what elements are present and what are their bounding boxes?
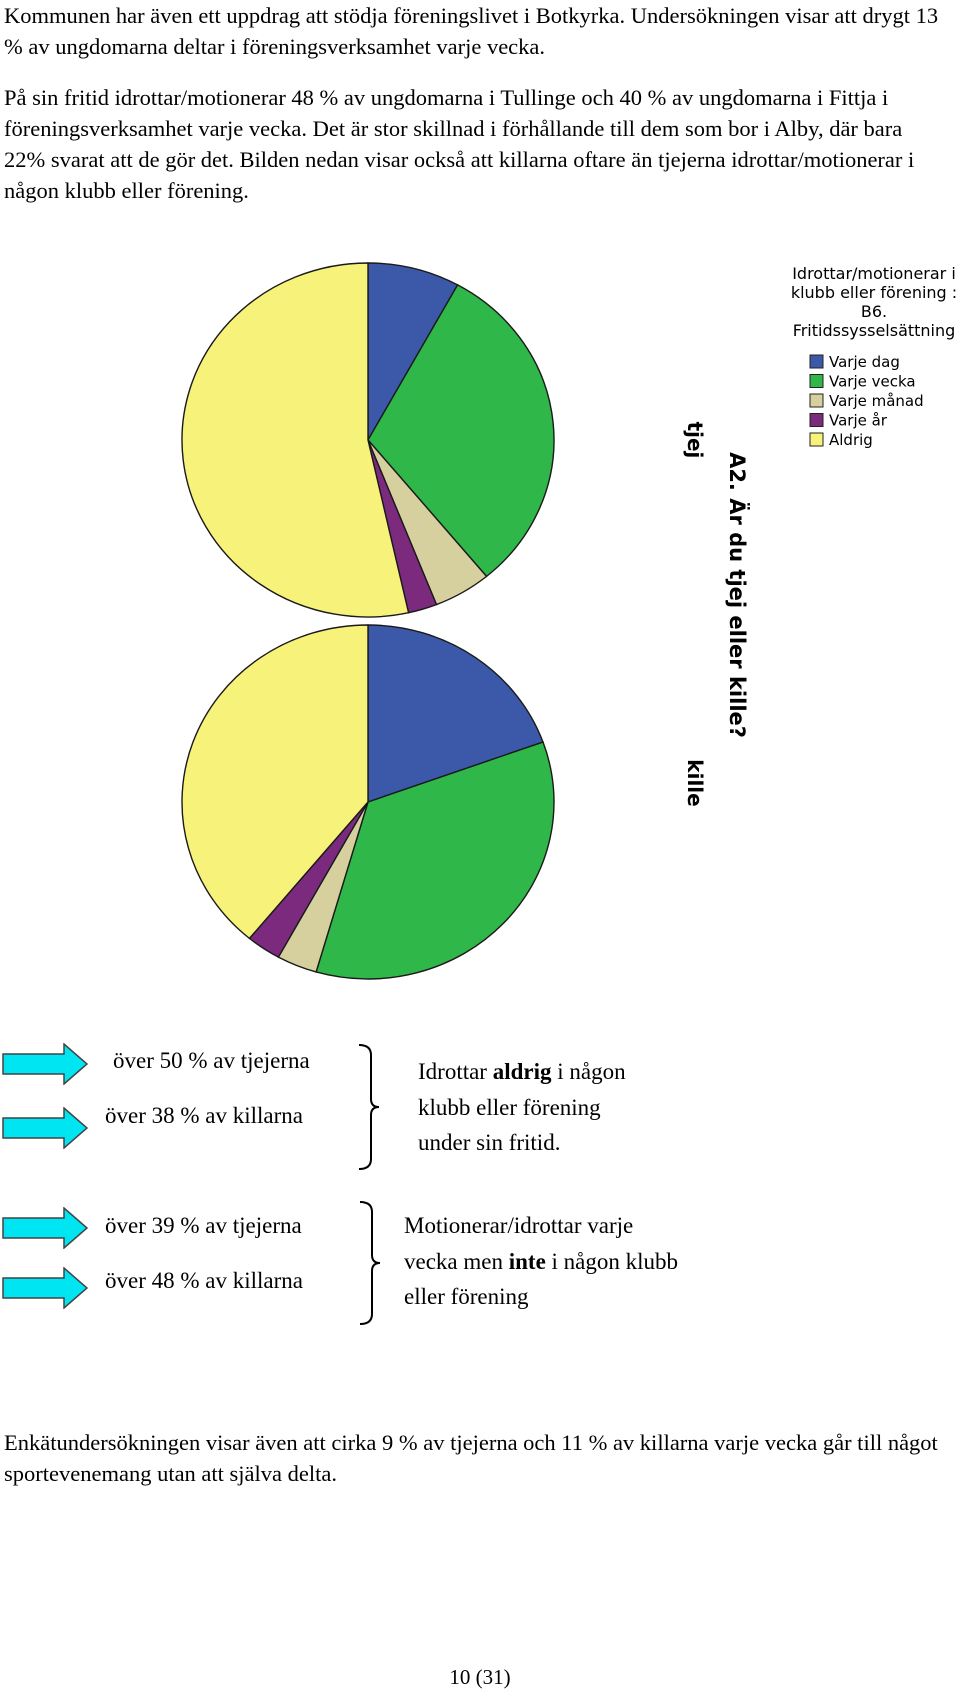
chart-legend: Idrottar/motionerar i klubb eller föreni… [791,264,957,449]
legend-label: Varje vecka [829,373,916,391]
pie-slice-tjej-varje-dag [367,262,459,443]
closing-paragraph: Enkätundersökningen visar även att cirka… [4,1430,938,1486]
legend-title-line: klubb eller förening : [791,283,957,302]
arrow-icon [2,1043,88,1085]
arrow-icon [2,1267,88,1309]
legend-swatch [809,432,824,447]
legend-label: Varje månad [829,392,924,410]
pie-slice-tjej-varje-vecka [367,283,555,578]
never-description: Idrottar aldrig i någon klubb eller före… [418,1059,626,1155]
pie-slice-kille-varje-dag [367,624,544,803]
legend-swatch [809,354,824,369]
weekly-description: Motionerar/idrottar varje vecka men inte… [404,1213,679,1309]
stat-girls-never: över 50 % av tjejerna [113,1048,310,1073]
pie-chart: tjej kille A2. Är du tjej eller kille? I… [181,262,957,980]
brace-icon [358,1044,380,1170]
legend-label: Varje dag [829,353,900,371]
arrow-icon [2,1107,88,1149]
legend-title-line: Fritidssysselsättning [793,321,956,340]
arrow-icon [2,1207,88,1249]
legend-swatch [809,374,824,388]
series-label-kille: kille [683,759,707,806]
series-label-tjej: tjej [683,422,707,459]
legend-label: Aldrig [829,431,873,449]
brace-icon [359,1201,381,1325]
legend-title-line: Idrottar/motionerar i [792,264,956,283]
page-number: 10 (31) [449,1665,511,1689]
pie-slice-kille-aldrig [181,624,369,940]
intro-paragraph: Kommunen har även ett uppdrag att stödja… [4,3,939,59]
pie-slice-kille-varje-vecka [315,741,555,980]
pie-group [181,262,555,980]
legend-title-line: B6. [861,302,887,321]
stat-boys-never: över 38 % av killarna [105,1103,303,1128]
details-paragraph: På sin fritid idrottar/motionerar 48 % a… [4,85,915,203]
legend-swatch [809,393,824,408]
stat-girls-weekly: över 39 % av tjejerna [105,1213,302,1238]
legend-swatch [809,413,824,427]
legend-label: Varje år [829,412,888,430]
chart-title: A2. Är du tjej eller kille? [725,452,750,738]
stat-boys-weekly: över 48 % av killarna [105,1268,303,1293]
pie-slice-tjej-aldrig [181,262,410,618]
